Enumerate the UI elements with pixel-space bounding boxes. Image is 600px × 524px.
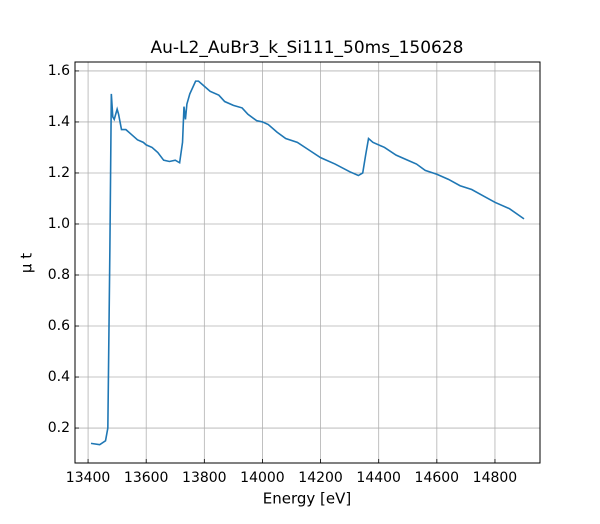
x-tick-label: 14600 [415,470,460,486]
x-tick-label: 14800 [473,470,518,486]
plot-frame [74,61,541,464]
y-tick-label: 0.6 [48,318,70,334]
x-tick-label: 13600 [124,470,169,486]
y-tick-label: 1.2 [48,165,70,181]
y-tick-label: 0.4 [48,369,70,385]
y-tick-label: 1.0 [48,216,70,232]
y-tick-label: 0.8 [48,267,70,283]
y-tick-label: 1.6 [48,63,70,79]
x-axis-label: Energy [eV] [263,490,351,508]
x-tick-label: 14000 [240,470,285,486]
x-tick-label: 13800 [182,470,227,486]
y-tick-label: 1.4 [48,114,70,130]
x-tick-label: 13400 [66,470,111,486]
x-tick-label: 14400 [356,470,401,486]
data-line [90,80,525,446]
chart-title: Au-L2_AuBr3_k_Si111_50ms_150628 [151,38,464,58]
x-tick-label: 14200 [298,470,343,486]
y-tick-label: 0.2 [48,420,70,436]
y-axis-label: μ t [18,253,36,273]
